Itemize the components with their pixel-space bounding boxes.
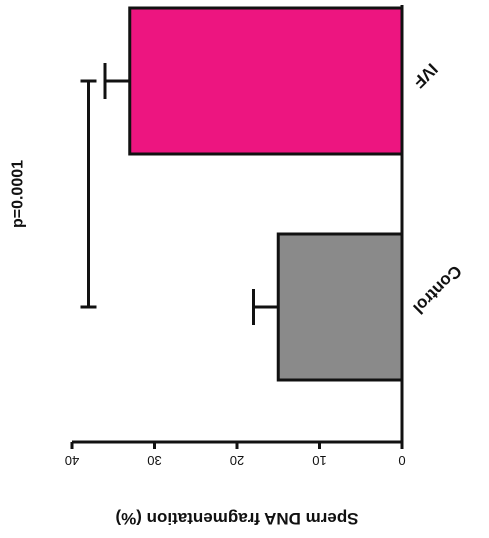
value-axis-title: Sperm DNA fragmentation (%) (115, 509, 358, 528)
category-labels: Control IVF (409, 59, 465, 317)
bar-ivf (128, 6, 404, 156)
category-label-ivf: IVF (409, 59, 441, 91)
significance-group: p=0.0001 (10, 79, 97, 309)
chart-rotated-group: 0 10 20 30 40 Control IVF Sperm DNA fragmenta… (10, 5, 465, 528)
value-tick-label: 40 (65, 453, 79, 468)
value-tick-label: 30 (147, 453, 161, 468)
bars-group (128, 6, 404, 382)
bar-control (276, 232, 404, 382)
category-label-control: Control (409, 261, 465, 317)
value-ticks: 0 10 20 30 40 (65, 442, 406, 468)
value-tick-label: 20 (230, 453, 244, 468)
value-tick-label: 0 (398, 453, 405, 468)
error-bars-group (103, 63, 279, 325)
value-tick-label: 10 (312, 453, 326, 468)
significance-label: p=0.0001 (10, 160, 27, 228)
